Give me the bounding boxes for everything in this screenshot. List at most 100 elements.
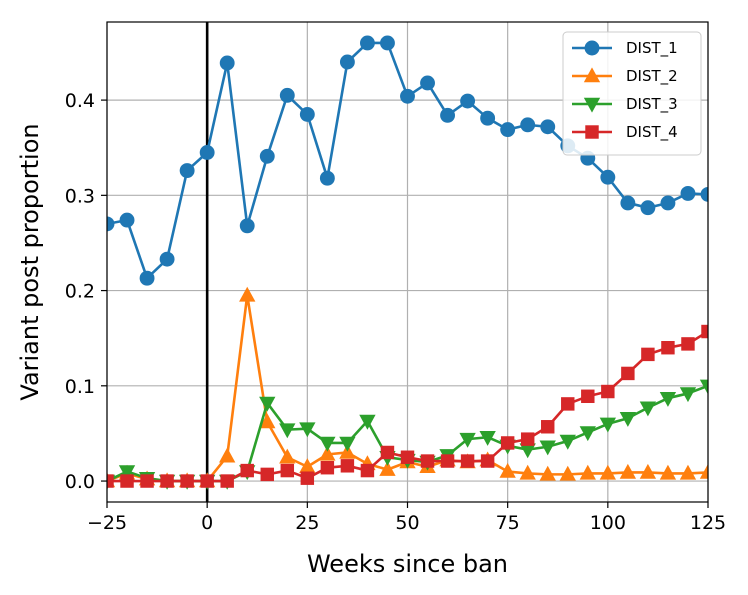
data-point	[579, 464, 596, 480]
legend: DIST_1 DIST_2 DIST_3 DIST_4	[562, 31, 702, 156]
data-point	[120, 474, 134, 488]
data-point	[319, 445, 336, 461]
legend-swatch-marker	[585, 125, 599, 139]
data-point	[299, 422, 316, 438]
legend-label: DIST_2	[626, 67, 678, 86]
data-point	[259, 148, 275, 164]
data-point	[679, 387, 697, 403]
data-point	[220, 474, 234, 488]
data-point	[380, 35, 395, 51]
data-point	[541, 420, 555, 434]
data-point	[519, 464, 536, 480]
x-tick-label: −25	[87, 512, 127, 534]
legend-item: DIST_4	[572, 123, 678, 142]
data-point	[279, 448, 296, 464]
data-point	[559, 465, 576, 481]
data-point	[280, 463, 295, 478]
data-point	[599, 464, 616, 480]
data-point	[681, 337, 695, 351]
data-point	[480, 110, 496, 126]
legend-swatch-marker	[584, 40, 600, 56]
data-point	[179, 163, 195, 179]
data-point	[459, 432, 476, 448]
data-point	[359, 414, 376, 430]
x-tick-label: 25	[295, 512, 319, 534]
data-point	[500, 122, 516, 138]
data-point	[601, 384, 615, 399]
legend-item: DIST_3	[572, 95, 678, 114]
data-point	[239, 286, 256, 302]
y-tick-label: 0.4	[65, 90, 95, 112]
data-point	[460, 93, 476, 109]
data-point	[660, 195, 676, 211]
data-point	[159, 251, 175, 267]
data-point	[319, 170, 335, 186]
data-point	[520, 117, 536, 133]
data-point	[139, 270, 155, 286]
data-point	[400, 450, 415, 464]
data-point	[359, 35, 375, 51]
x-tick-label: 125	[690, 512, 726, 534]
data-point	[700, 186, 708, 202]
data-point	[107, 216, 115, 232]
x-tick-label: 100	[590, 512, 626, 534]
data-point	[160, 474, 174, 488]
y-tick-label: 0.1	[65, 376, 95, 398]
data-point	[339, 54, 355, 70]
data-point	[659, 391, 677, 407]
data-point	[600, 169, 616, 185]
data-point	[360, 463, 375, 478]
data-point	[619, 463, 637, 479]
legend-item: DIST_1	[572, 39, 678, 58]
data-point	[659, 464, 677, 480]
legend-label: DIST_3	[626, 95, 678, 114]
data-point	[699, 379, 708, 395]
data-point	[640, 200, 656, 216]
data-point	[219, 55, 235, 71]
data-point	[680, 185, 696, 201]
data-point	[699, 463, 708, 479]
data-point	[581, 389, 595, 404]
data-point	[620, 195, 636, 211]
data-point	[599, 417, 616, 433]
data-point	[119, 212, 135, 228]
data-point	[239, 218, 255, 234]
data-point	[320, 460, 335, 475]
data-point	[480, 454, 495, 468]
data-point	[579, 426, 596, 442]
data-point	[559, 434, 576, 450]
data-point	[319, 436, 336, 452]
data-point	[219, 447, 236, 463]
y-tick-label: 0.2	[65, 281, 95, 303]
data-point	[260, 467, 274, 482]
y-axis-label: Variant post proportion	[16, 123, 44, 400]
data-point	[479, 430, 496, 446]
data-point	[339, 436, 356, 452]
data-point	[140, 474, 154, 488]
data-point	[259, 396, 276, 412]
data-point	[420, 454, 435, 468]
data-point	[380, 445, 395, 460]
data-point	[107, 474, 114, 488]
data-point	[440, 107, 456, 123]
series-dist-1	[107, 35, 708, 286]
data-point	[400, 88, 415, 104]
data-point	[379, 460, 396, 476]
data-point	[200, 474, 214, 488]
data-point	[279, 423, 296, 439]
series-group	[107, 35, 708, 490]
data-point	[619, 411, 637, 427]
series-dist-4	[107, 324, 708, 488]
legend-swatch-marker	[583, 67, 601, 83]
data-point	[639, 401, 657, 417]
data-point	[460, 454, 475, 468]
legend-box	[562, 31, 702, 156]
x-tick-label: 75	[496, 512, 520, 534]
data-point	[520, 432, 535, 446]
data-point	[679, 464, 697, 480]
data-point	[180, 474, 194, 488]
data-point	[299, 106, 315, 122]
y-tick-label: 0.0	[65, 471, 95, 493]
data-point	[500, 436, 515, 450]
